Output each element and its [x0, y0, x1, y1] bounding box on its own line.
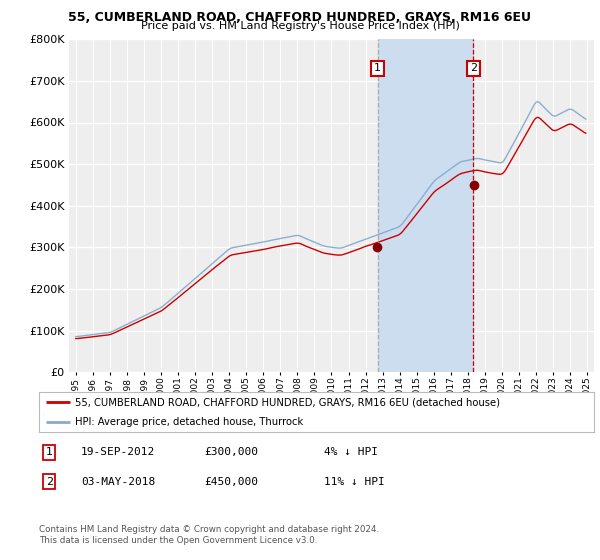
Bar: [377, 39, 473, 372]
Text: 4% ↓ HPI: 4% ↓ HPI: [324, 447, 378, 458]
Text: 1: 1: [374, 63, 381, 73]
Text: 2: 2: [470, 63, 477, 73]
Text: 03-MAY-2018: 03-MAY-2018: [81, 477, 155, 487]
Text: Price paid vs. HM Land Registry's House Price Index (HPI): Price paid vs. HM Land Registry's House …: [140, 21, 460, 31]
Text: 11% ↓ HPI: 11% ↓ HPI: [324, 477, 385, 487]
Text: £300,000: £300,000: [204, 447, 258, 458]
Text: Contains HM Land Registry data © Crown copyright and database right 2024.
This d: Contains HM Land Registry data © Crown c…: [39, 525, 379, 545]
Text: HPI: Average price, detached house, Thurrock: HPI: Average price, detached house, Thur…: [75, 417, 304, 427]
Text: 19-SEP-2012: 19-SEP-2012: [81, 447, 155, 458]
Text: 2: 2: [46, 477, 53, 487]
Text: 55, CUMBERLAND ROAD, CHAFFORD HUNDRED, GRAYS, RM16 6EU (detached house): 55, CUMBERLAND ROAD, CHAFFORD HUNDRED, G…: [75, 397, 500, 407]
Text: 1: 1: [46, 447, 53, 458]
Text: 55, CUMBERLAND ROAD, CHAFFORD HUNDRED, GRAYS, RM16 6EU: 55, CUMBERLAND ROAD, CHAFFORD HUNDRED, G…: [68, 11, 532, 24]
Text: £450,000: £450,000: [204, 477, 258, 487]
